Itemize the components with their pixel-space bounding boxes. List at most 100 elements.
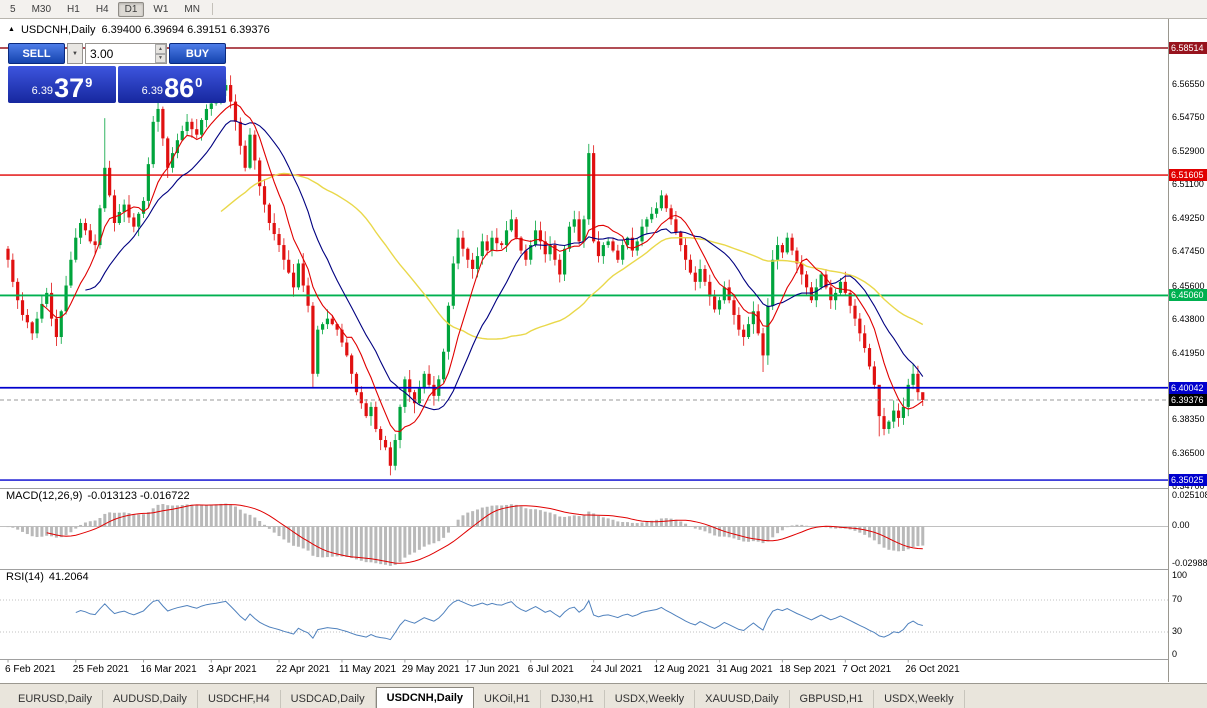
macd-axis-label: 0.00 bbox=[1172, 520, 1190, 530]
chart-tab[interactable]: USDX,Weekly bbox=[605, 690, 696, 708]
chart-title: ▲ USDCNH,Daily 6.39400 6.39694 6.39151 6… bbox=[8, 24, 270, 36]
rsi-axis-label: 0 bbox=[1172, 649, 1178, 659]
rsi-axis-label: 70 bbox=[1172, 594, 1183, 604]
svg-text:7 Oct 2021: 7 Oct 2021 bbox=[842, 664, 891, 675]
price-tick-label: 6.54750 bbox=[1172, 112, 1205, 122]
price-axis: 6.56550 6.54750 6.52900 6.51100 6.49250 6.474… bbox=[1168, 19, 1207, 682]
ask-price-big: 86 bbox=[164, 73, 195, 103]
time-axis: 6 Feb 2021 25 Feb 2021 16 Mar 2021 3 Apr 20… bbox=[5, 659, 960, 675]
rsi-pane bbox=[0, 599, 1168, 641]
macd-axis-label: 0.025108 bbox=[1172, 490, 1207, 500]
price-badge: 6.35025 bbox=[1169, 474, 1207, 486]
bid-price-big: 37 bbox=[54, 73, 85, 103]
sell-button[interactable]: SELL bbox=[8, 43, 65, 64]
price-tick-label: 6.51100 bbox=[1172, 179, 1204, 189]
volume-dropdown-button[interactable]: ▼ bbox=[67, 43, 83, 64]
chart-tab[interactable]: USDX,Weekly bbox=[874, 690, 965, 708]
price-tick-label: 6.56550 bbox=[1172, 79, 1205, 89]
price-tick-label: 6.52900 bbox=[1172, 146, 1205, 156]
svg-text:24 Jul 2021: 24 Jul 2021 bbox=[591, 664, 643, 675]
ask-price-prefix: 6.39 bbox=[141, 85, 164, 97]
price-tick-label: 6.47450 bbox=[1172, 246, 1205, 256]
timeframe-button-d1[interactable]: D1 bbox=[117, 1, 145, 17]
svg-text:22 Apr 2021: 22 Apr 2021 bbox=[276, 664, 330, 675]
price-level-lines bbox=[0, 47, 1168, 481]
price-badge: 6.39376 bbox=[1169, 394, 1207, 406]
timeframe-button-m30[interactable]: M30 bbox=[31, 3, 52, 15]
bid-price-sup: 9 bbox=[85, 75, 93, 90]
chart-ohlc-values: 6.39400 6.39694 6.39151 6.39376 bbox=[101, 24, 270, 36]
svg-text:16 Mar 2021: 16 Mar 2021 bbox=[141, 664, 198, 675]
timeframe-toolbar: 5 M30 H1 H4 D1 W1 MN bbox=[0, 0, 1207, 19]
rsi-indicator-label: RSI(14) 41.2064 bbox=[6, 571, 89, 583]
price-badge: 6.58514 bbox=[1169, 42, 1207, 54]
chart-area[interactable]: 6 Feb 2021 25 Feb 2021 16 Mar 2021 3 Apr 20… bbox=[0, 19, 1168, 682]
chart-symbol-label: USDCNH,Daily bbox=[20, 24, 96, 36]
price-badge: 6.40042 bbox=[1169, 382, 1207, 394]
volume-input[interactable] bbox=[86, 44, 155, 63]
svg-text:6 Feb 2021: 6 Feb 2021 bbox=[5, 664, 56, 675]
price-tick-label: 6.41950 bbox=[1172, 348, 1205, 358]
buy-price-display[interactable]: 6.39 86 0 bbox=[118, 66, 226, 103]
timeframe-button-5[interactable]: 5 bbox=[10, 3, 16, 15]
price-tick-label: 6.38350 bbox=[1172, 414, 1205, 424]
macd-name: MACD(12,26,9) bbox=[6, 490, 83, 502]
volume-increase-button[interactable]: ▲ bbox=[154, 44, 166, 54]
dropdown-arrow-icon: ▼ bbox=[72, 50, 78, 57]
chart-icon: ▲ bbox=[8, 25, 15, 33]
chart-tab[interactable]: AUDUSD,Daily bbox=[103, 690, 198, 708]
svg-text:6 Jul 2021: 6 Jul 2021 bbox=[528, 664, 575, 675]
svg-text:26 Oct 2021: 26 Oct 2021 bbox=[905, 664, 960, 675]
chart-tab[interactable]: XAUUSD,Daily bbox=[695, 690, 790, 708]
chart-tab[interactable]: USDCNH,Daily bbox=[375, 687, 475, 708]
chart-tabs-bar: EURUSD,Daily AUDUSD,Daily USDCHF,H4 USDCAD,… bbox=[0, 683, 1207, 708]
sell-price-display[interactable]: 6.39 37 9 bbox=[8, 66, 116, 103]
macd-values: -0.013123 -0.016722 bbox=[87, 490, 190, 502]
rsi-name: RSI(14) bbox=[6, 571, 44, 583]
svg-text:25 Feb 2021: 25 Feb 2021 bbox=[73, 664, 130, 675]
svg-text:29 May 2021: 29 May 2021 bbox=[402, 664, 460, 675]
svg-text:3 Apr 2021: 3 Apr 2021 bbox=[208, 664, 257, 675]
price-badge: 6.51605 bbox=[1169, 169, 1207, 181]
toolbar-separator bbox=[211, 3, 213, 15]
price-tick-label: 6.34700 bbox=[1172, 481, 1205, 491]
chart-tab[interactable]: USDCHF,H4 bbox=[198, 690, 281, 708]
candles-layer bbox=[6, 75, 925, 476]
volume-spinner: ▲ ▼ bbox=[154, 44, 166, 63]
timeframe-button-mn[interactable]: MN bbox=[184, 3, 200, 15]
buy-button[interactable]: BUY bbox=[169, 43, 226, 64]
rsi-value: 41.2064 bbox=[48, 571, 89, 583]
rsi-axis-label: 30 bbox=[1172, 626, 1183, 636]
bid-price-prefix: 6.39 bbox=[31, 85, 54, 97]
price-tick-label: 6.36500 bbox=[1172, 448, 1205, 458]
macd-pane bbox=[0, 503, 1168, 566]
moving-average-lines bbox=[41, 103, 924, 433]
chart-tab[interactable]: USDCAD,Daily bbox=[281, 690, 376, 708]
price-badge: 6.45060 bbox=[1169, 289, 1207, 301]
svg-text:12 Aug 2021: 12 Aug 2021 bbox=[654, 664, 711, 675]
price-tick-label: 6.45600 bbox=[1172, 281, 1205, 291]
volume-decrease-button[interactable]: ▼ bbox=[154, 53, 166, 63]
spinner-down-icon: ▼ bbox=[158, 55, 163, 62]
svg-text:18 Sep 2021: 18 Sep 2021 bbox=[779, 664, 836, 675]
price-tick-label: 6.49250 bbox=[1172, 213, 1205, 223]
spinner-up-icon: ▲ bbox=[158, 45, 163, 52]
chart-tab[interactable]: GBPUSD,H1 bbox=[790, 690, 875, 708]
timeframe-button-h4[interactable]: H4 bbox=[95, 3, 109, 15]
chart-tab[interactable]: DJ30,H1 bbox=[541, 690, 605, 708]
svg-text:31 Aug 2021: 31 Aug 2021 bbox=[717, 664, 774, 675]
trade-panel-controls: SELL ▼ ▲ ▼ BUY bbox=[8, 43, 226, 64]
volume-field: ▲ ▼ bbox=[85, 43, 167, 64]
timeframe-button-h1[interactable]: H1 bbox=[67, 3, 80, 15]
svg-text:17 Jun 2021: 17 Jun 2021 bbox=[465, 664, 520, 675]
price-tick-label: 6.43800 bbox=[1172, 314, 1205, 324]
pane-separators bbox=[0, 488, 1168, 660]
chart-tab[interactable]: EURUSD,Daily bbox=[8, 690, 103, 708]
svg-text:11 May 2021: 11 May 2021 bbox=[339, 664, 397, 675]
macd-indicator-label: MACD(12,26,9) -0.013123 -0.016722 bbox=[6, 490, 190, 502]
chart-tab[interactable]: UKOil,H1 bbox=[474, 690, 541, 708]
trade-panel-prices: 6.39 37 9 6.39 86 0 bbox=[8, 66, 226, 103]
timeframe-button-w1[interactable]: W1 bbox=[153, 3, 169, 15]
one-click-trading-panel: SELL ▼ ▲ ▼ BUY 6.39 37 bbox=[8, 43, 226, 103]
